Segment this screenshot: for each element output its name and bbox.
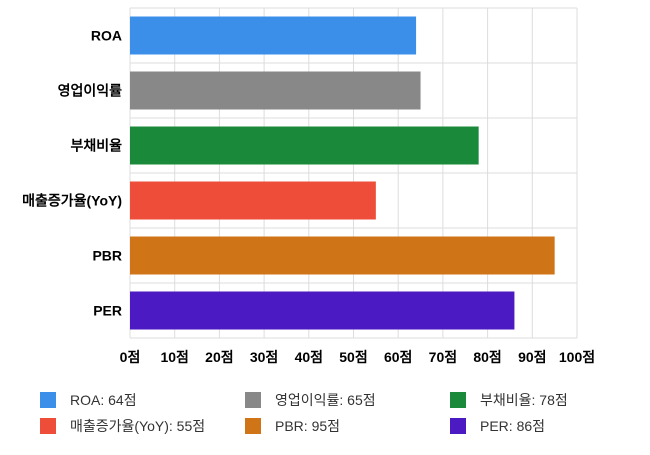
legend-swatch: [245, 418, 261, 434]
legend-swatch: [40, 418, 56, 434]
bar: [130, 181, 376, 220]
x-tick-label: 0점: [120, 349, 141, 365]
category-label: 부채비율: [70, 138, 122, 154]
x-tick-label: 10점: [160, 349, 188, 365]
x-tick-label: 40점: [295, 349, 323, 365]
x-tick-label: 50점: [339, 349, 367, 365]
legend-label: 매출증가율(YoY): 55점: [70, 418, 206, 434]
legend-label: 영업이익률: 65점: [275, 392, 376, 408]
legend-item-operating-margin[interactable]: 영업이익률: 65점: [245, 390, 376, 410]
legend-swatch: [450, 418, 466, 434]
legend-item-sales-growth[interactable]: 매출증가율(YoY): 55점: [40, 416, 205, 436]
x-tick-label: 80점: [473, 349, 501, 365]
bar: [130, 236, 555, 275]
category-label: PER: [93, 303, 122, 319]
category-label: PBR: [92, 248, 122, 264]
x-tick-label: 60점: [384, 349, 412, 365]
x-tick-label: 20점: [205, 349, 233, 365]
legend-label: PER: 86점: [480, 418, 546, 434]
bar: [130, 291, 515, 330]
legend-item-debt-ratio[interactable]: 부채비율: 78점: [450, 390, 568, 410]
bar: [130, 126, 479, 165]
legend-label: 부채비율: 78점: [480, 392, 568, 408]
legend-swatch: [245, 392, 261, 408]
x-tick-label: 70점: [429, 349, 457, 365]
legend-item-per[interactable]: PER: 86점: [450, 416, 545, 436]
bar: [130, 16, 417, 55]
bar: [130, 71, 421, 110]
legend-swatch: [40, 392, 56, 408]
category-label: 매출증가율(YoY): [22, 193, 122, 209]
x-tick-label: 90점: [518, 349, 546, 365]
legend-label: PBR: 95점: [275, 418, 341, 434]
x-tick-label: 30점: [250, 349, 278, 365]
legend-swatch: [450, 392, 466, 408]
category-label: 영업이익률: [58, 83, 123, 99]
legend-item-pbr[interactable]: PBR: 95점: [245, 416, 340, 436]
x-tick-label: 100점: [559, 349, 595, 365]
legend-label: ROA: 64점: [70, 392, 137, 408]
category-label: ROA: [91, 28, 122, 44]
legend-item-roa[interactable]: ROA: 64점: [40, 390, 137, 410]
